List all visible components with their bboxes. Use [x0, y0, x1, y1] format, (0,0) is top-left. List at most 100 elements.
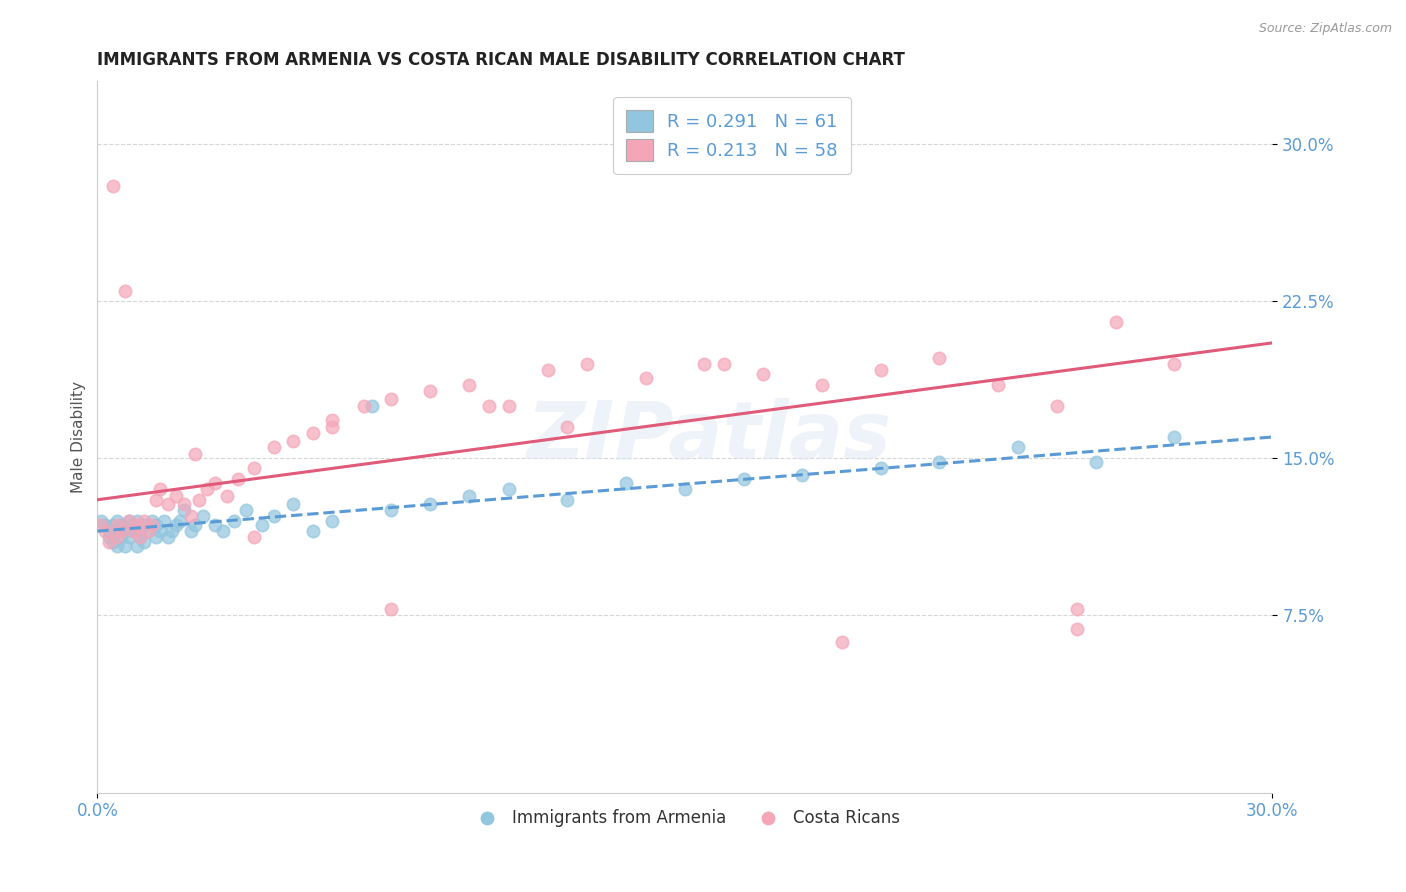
- Point: [134, 514, 156, 528]
- Point: [928, 455, 950, 469]
- Point: [419, 384, 441, 398]
- Point: [145, 517, 167, 532]
- Point: [1007, 441, 1029, 455]
- Point: [928, 351, 950, 365]
- Point: [101, 534, 124, 549]
- Point: [98, 530, 121, 544]
- Point: [987, 377, 1010, 392]
- Point: [250, 517, 273, 532]
- Point: [204, 517, 226, 532]
- Point: [211, 524, 233, 538]
- Point: [224, 514, 246, 528]
- Point: [263, 509, 285, 524]
- Point: [173, 503, 195, 517]
- Point: [263, 441, 285, 455]
- Point: [831, 635, 853, 649]
- Point: [419, 497, 441, 511]
- Point: [380, 503, 402, 517]
- Point: [1066, 623, 1088, 637]
- Point: [105, 524, 128, 538]
- Point: [145, 530, 167, 544]
- Point: [1085, 455, 1108, 469]
- Point: [478, 399, 501, 413]
- Point: [243, 530, 266, 544]
- Point: [160, 524, 183, 538]
- Point: [191, 509, 214, 524]
- Point: [380, 392, 402, 407]
- Point: [169, 514, 191, 528]
- Point: [90, 517, 112, 532]
- Point: [105, 530, 128, 544]
- Point: [634, 371, 657, 385]
- Point: [156, 530, 179, 544]
- Point: [811, 377, 834, 392]
- Point: [149, 524, 172, 538]
- Point: [165, 517, 187, 532]
- Point: [1163, 430, 1185, 444]
- Point: [733, 472, 755, 486]
- Point: [792, 467, 814, 482]
- Point: [243, 461, 266, 475]
- Point: [105, 514, 128, 528]
- Point: [321, 413, 343, 427]
- Point: [228, 472, 250, 486]
- Point: [149, 483, 172, 497]
- Text: ZIPatlas: ZIPatlas: [526, 398, 891, 476]
- Point: [121, 524, 143, 538]
- Point: [153, 514, 176, 528]
- Text: IMMIGRANTS FROM ARMENIA VS COSTA RICAN MALE DISABILITY CORRELATION CHART: IMMIGRANTS FROM ARMENIA VS COSTA RICAN M…: [97, 51, 905, 69]
- Point: [129, 524, 152, 538]
- Point: [105, 539, 128, 553]
- Point: [180, 509, 202, 524]
- Legend: Immigrants from Armenia, Costa Ricans: Immigrants from Armenia, Costa Ricans: [464, 803, 907, 834]
- Point: [184, 447, 207, 461]
- Point: [118, 514, 141, 528]
- Point: [118, 530, 141, 544]
- Point: [1105, 315, 1128, 329]
- Point: [165, 489, 187, 503]
- Point: [180, 524, 202, 538]
- Point: [145, 492, 167, 507]
- Point: [114, 539, 136, 553]
- Point: [141, 517, 163, 532]
- Point: [458, 377, 481, 392]
- Point: [1163, 357, 1185, 371]
- Point: [693, 357, 716, 371]
- Point: [557, 492, 579, 507]
- Y-axis label: Male Disability: Male Disability: [72, 381, 86, 493]
- Point: [713, 357, 735, 371]
- Point: [110, 524, 132, 538]
- Point: [869, 363, 891, 377]
- Point: [673, 483, 696, 497]
- Point: [353, 399, 375, 413]
- Point: [498, 483, 520, 497]
- Point: [1066, 601, 1088, 615]
- Point: [752, 368, 775, 382]
- Point: [360, 399, 382, 413]
- Point: [114, 284, 136, 298]
- Point: [110, 530, 132, 544]
- Point: [90, 514, 112, 528]
- Point: [173, 497, 195, 511]
- Point: [121, 524, 143, 538]
- Point: [98, 534, 121, 549]
- Point: [156, 497, 179, 511]
- Point: [458, 489, 481, 503]
- Point: [1046, 399, 1069, 413]
- Point: [105, 517, 128, 532]
- Point: [125, 517, 148, 532]
- Point: [136, 524, 159, 538]
- Point: [101, 178, 124, 193]
- Point: [537, 363, 560, 377]
- Point: [283, 434, 305, 449]
- Point: [136, 524, 159, 538]
- Point: [215, 489, 238, 503]
- Point: [204, 476, 226, 491]
- Point: [380, 601, 402, 615]
- Point: [118, 514, 141, 528]
- Point: [141, 514, 163, 528]
- Point: [498, 399, 520, 413]
- Point: [869, 461, 891, 475]
- Point: [614, 476, 637, 491]
- Point: [195, 483, 218, 497]
